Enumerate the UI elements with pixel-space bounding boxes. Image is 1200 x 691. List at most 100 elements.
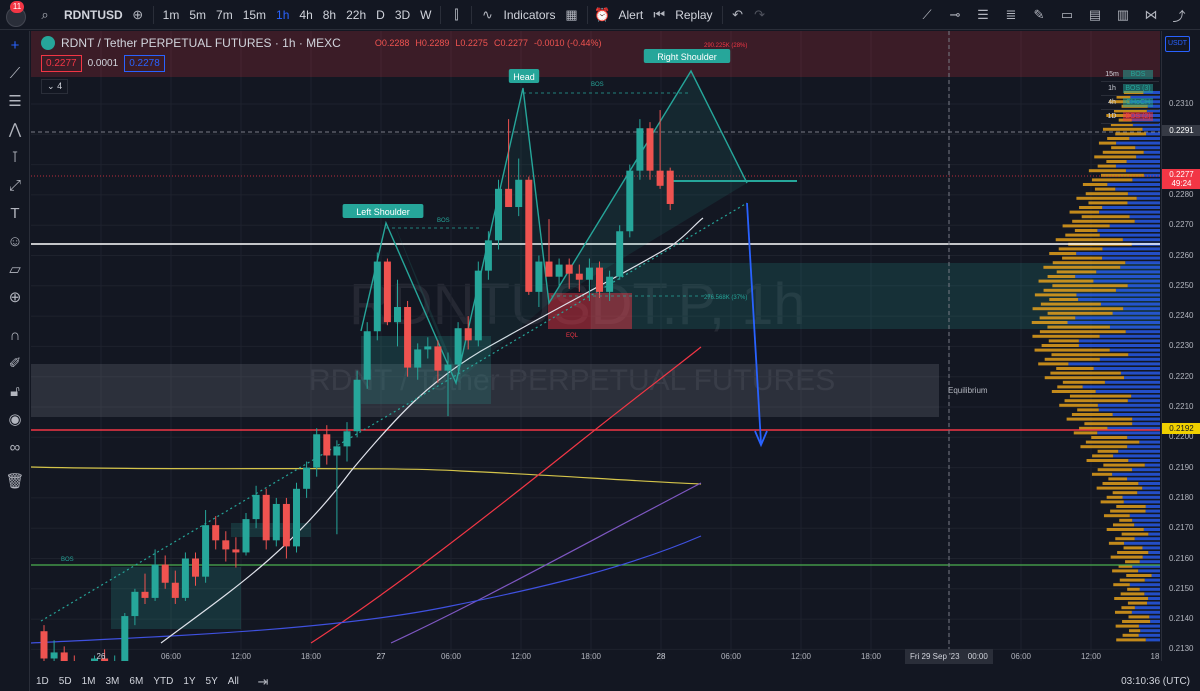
interval-7m[interactable]: 7m bbox=[216, 7, 233, 22]
interval-15m[interactable]: 15m bbox=[242, 7, 267, 22]
projection-icon[interactable]: ⊺ bbox=[11, 149, 19, 166]
price-label: 0.2130 bbox=[1169, 644, 1194, 654]
candle-body bbox=[171, 582, 179, 598]
range-all[interactable]: All bbox=[227, 676, 239, 687]
volume-profile-bar bbox=[1048, 339, 1079, 343]
price-scale[interactable]: 0.23100.23000.22800.22700.22600.22500.22… bbox=[1161, 31, 1200, 661]
horizontal-lines-icon[interactable]: ☰ bbox=[8, 93, 22, 110]
legend-title[interactable]: RDNT / Tether PERPETUAL FUTURES · 1h · M… bbox=[61, 36, 341, 50]
price-label: 0.2170 bbox=[1169, 523, 1194, 533]
brush-icon[interactable]: ✎ bbox=[1033, 7, 1045, 22]
volume-profile-bar bbox=[1039, 316, 1076, 320]
volume-profile-bar bbox=[1132, 422, 1160, 426]
utc-clock[interactable]: 03:10:36 (UTC) bbox=[1121, 676, 1190, 687]
chart-canvas[interactable]: Left Shoulder Head Right Shoulder 290.225K … bbox=[31, 31, 1160, 661]
date-range-list: 1D 5D 1M 3M 6M YTD 1Y 5Y All bbox=[31, 676, 244, 687]
rectangle-icon[interactable]: ▭ bbox=[1060, 7, 1074, 22]
time-axis[interactable]: 18 12:00 06:00 18:00 12:00 06:00 28 18:00 12:00 0… bbox=[31, 648, 1161, 666]
fib-retracement-icon[interactable]: ≣ bbox=[1005, 7, 1017, 22]
trash-icon[interactable]: 🗑︎ bbox=[5, 473, 25, 490]
volume-profile-bar bbox=[1108, 477, 1128, 481]
horizontal-ray-icon[interactable]: ⊸ bbox=[949, 7, 961, 22]
separator bbox=[152, 5, 154, 24]
zoom-in-icon[interactable]: ⊕ bbox=[8, 289, 22, 306]
volume-profile-bar bbox=[1097, 229, 1160, 232]
range-5y[interactable]: 5Y bbox=[205, 676, 218, 687]
crosshair-time: 00:00 bbox=[967, 652, 988, 661]
candle-body bbox=[131, 591, 139, 617]
volume-profile-bar bbox=[1056, 270, 1097, 274]
user-avatar[interactable]: 11 bbox=[2, 0, 30, 29]
crosshair-icon[interactable]: + bbox=[10, 36, 20, 54]
volume-profile-bar bbox=[1119, 518, 1133, 522]
ma-line bbox=[310, 346, 702, 644]
sell-price-button[interactable]: 0.2277 bbox=[41, 55, 82, 72]
path-icon[interactable]: ⤴ bbox=[1172, 8, 1186, 24]
magnet-icon[interactable]: ∩ bbox=[9, 326, 21, 344]
candle-body bbox=[484, 240, 492, 271]
interval-w[interactable]: W bbox=[420, 7, 432, 22]
range-5d[interactable]: 5D bbox=[58, 676, 72, 687]
interval-d[interactable]: D bbox=[376, 7, 385, 22]
interval-1m[interactable]: 1m bbox=[162, 7, 180, 22]
ma-line bbox=[31, 466, 702, 485]
range-6m[interactable]: 6M bbox=[129, 676, 144, 687]
text-icon[interactable]: T bbox=[10, 204, 20, 222]
buy-price-button[interactable]: 0.2278 bbox=[124, 55, 165, 72]
replay-button[interactable]: Replay bbox=[675, 7, 713, 22]
templates-icon[interactable]: ▦ bbox=[565, 6, 578, 22]
lock-drawing-icon[interactable]: ✐ bbox=[8, 355, 22, 372]
time-label: 18 bbox=[1150, 652, 1160, 661]
undo-icon[interactable]: ↶ bbox=[732, 6, 744, 22]
ruler-icon[interactable]: ▱ bbox=[9, 261, 21, 278]
search-icon[interactable]: ⌕ bbox=[41, 6, 49, 22]
redo-icon[interactable]: ↷ bbox=[754, 6, 766, 22]
brush-icon[interactable]: ⤢ bbox=[8, 176, 21, 194]
candle-body bbox=[202, 525, 210, 577]
long-position-icon[interactable]: ▤ bbox=[1088, 7, 1102, 22]
symbol-search-button[interactable]: RDNTUSD bbox=[64, 7, 123, 22]
eye-icon[interactable]: ◉ bbox=[8, 411, 22, 428]
volume-profile-bar bbox=[1079, 206, 1103, 209]
add-symbol-icon[interactable]: ⊕ bbox=[132, 6, 144, 22]
projection-arrow bbox=[746, 202, 762, 444]
interval-22h[interactable]: 22h bbox=[346, 7, 367, 22]
range-1y[interactable]: 1Y bbox=[183, 676, 196, 687]
volume-profile-bar bbox=[1115, 624, 1139, 628]
interval-8h[interactable]: 8h bbox=[322, 7, 337, 22]
parallel-channel-icon[interactable]: ☰ bbox=[977, 7, 989, 22]
volume-profile-bar bbox=[1106, 495, 1123, 499]
time-label: 28 bbox=[656, 652, 666, 661]
trend-line-icon[interactable]: ⟋ bbox=[922, 7, 932, 22]
range-1m[interactable]: 1M bbox=[81, 676, 96, 687]
interval-3d[interactable]: 3D bbox=[394, 7, 411, 22]
trend-line-icon[interactable]: ⟋ bbox=[9, 64, 21, 82]
candle-body bbox=[272, 503, 280, 541]
candle-type-icon[interactable]: ⫿ bbox=[454, 6, 459, 22]
indicators-collapse-button[interactable]: ⌄ 4 bbox=[41, 79, 69, 94]
alert-button[interactable]: Alert bbox=[618, 7, 644, 22]
interval-4h[interactable]: 4h bbox=[299, 7, 313, 22]
range-1d[interactable]: 1D bbox=[36, 676, 49, 687]
interval-1h[interactable]: 1h bbox=[276, 7, 290, 22]
volume-profile-bar bbox=[1127, 192, 1160, 196]
volume-profile-bar bbox=[1125, 261, 1160, 265]
interval-5m[interactable]: 5m bbox=[189, 7, 207, 22]
emoji-icon[interactable]: ☺ bbox=[7, 232, 23, 250]
pattern-icon[interactable]: ⋀ bbox=[8, 121, 22, 138]
indicators-button[interactable]: Indicators bbox=[503, 7, 556, 22]
price-label: 0.2240 bbox=[1169, 311, 1194, 321]
lock-icon[interactable]: 🔓︎ bbox=[10, 382, 20, 400]
price-label: 0.2180 bbox=[1169, 492, 1194, 502]
range-3m[interactable]: 3M bbox=[105, 676, 120, 687]
link-icon[interactable]: ∞ bbox=[9, 438, 21, 456]
volume-profile-bar bbox=[1068, 362, 1160, 366]
goto-date-icon[interactable]: ⇥ bbox=[257, 673, 269, 689]
range-ytd[interactable]: YTD bbox=[153, 676, 174, 687]
short-position-icon[interactable]: ▥ bbox=[1116, 7, 1130, 22]
chart-pane[interactable]: RDNTUSDT.P, 1h RDNT / Tether PERPETUAL F… bbox=[31, 31, 1160, 661]
xabcd-pattern-icon[interactable]: ⋈ bbox=[1144, 7, 1158, 22]
currency-selector[interactable]: USDT bbox=[1165, 36, 1190, 52]
volume-profile-bar bbox=[1142, 546, 1160, 550]
price-label: 0.2250 bbox=[1169, 280, 1194, 290]
